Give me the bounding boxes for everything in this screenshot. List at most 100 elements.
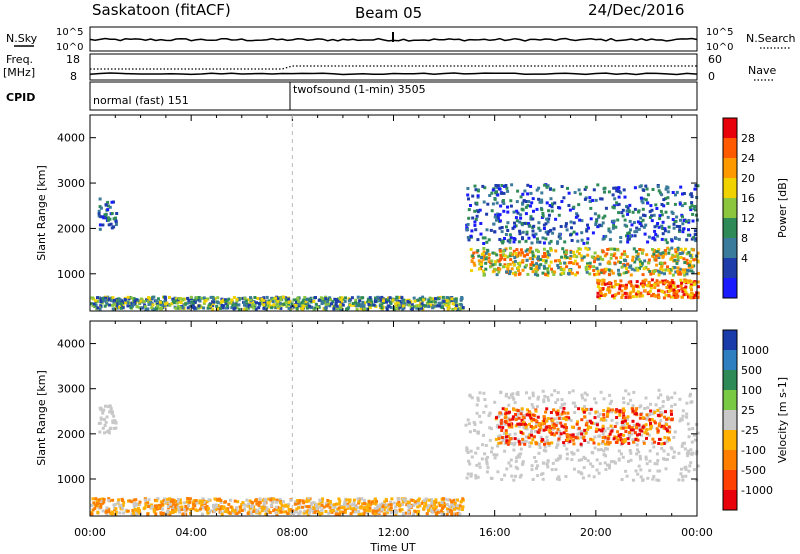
heatmap-cell — [541, 214, 545, 218]
heatmap-cell — [480, 256, 484, 259]
heatmap-cell — [666, 190, 670, 194]
heatmap-cell — [442, 501, 446, 505]
heatmap-cell — [673, 219, 677, 223]
heatmap-cell — [456, 511, 460, 515]
heatmap-cell — [631, 407, 635, 411]
heatmap-cell — [604, 454, 608, 458]
heatmap-cell — [499, 421, 503, 425]
heatmap-cell — [642, 280, 646, 284]
heatmap-cell — [601, 436, 605, 439]
heatmap-cell — [96, 504, 100, 508]
heatmap-cell — [93, 506, 97, 510]
heatmap-cell — [348, 303, 352, 307]
heatmap-cell — [693, 281, 697, 285]
heatmap-cell — [238, 505, 242, 509]
heatmap-cell — [536, 250, 540, 254]
heatmap-cell — [460, 303, 464, 307]
heatmap-cell — [346, 504, 350, 508]
heatmap-cell — [418, 504, 422, 508]
heatmap-cell — [552, 408, 556, 412]
heatmap-cell — [605, 414, 609, 418]
heatmap-cell — [343, 500, 347, 504]
heatmap-cell — [681, 289, 685, 293]
heatmap-cell — [602, 235, 606, 239]
heatmap-cell — [418, 297, 422, 301]
heatmap-cell — [665, 280, 669, 284]
heatmap-cell — [460, 508, 464, 511]
heatmap-cell — [589, 217, 593, 221]
heatmap-cell — [512, 225, 516, 229]
heatmap-cell — [652, 270, 656, 273]
heatmap-cell — [389, 305, 393, 309]
heatmap-cell — [98, 430, 102, 434]
heatmap-cell — [114, 512, 118, 516]
heatmap-cell — [443, 497, 447, 501]
heatmap-cell — [445, 296, 449, 300]
heatmap-cell — [367, 302, 371, 306]
heatmap-cell — [647, 433, 651, 437]
heatmap-cell — [629, 281, 633, 285]
heatmap-cell — [99, 505, 103, 509]
heatmap-cell — [631, 258, 635, 262]
y-tick-label: 1000 — [57, 268, 85, 281]
heatmap-cell — [257, 503, 261, 507]
heatmap-cell — [683, 202, 687, 206]
heatmap-cell — [666, 452, 670, 456]
heatmap-cell — [662, 198, 666, 202]
heatmap-cell — [133, 507, 137, 511]
heatmap-cell — [355, 505, 359, 509]
heatmap-cell — [617, 186, 621, 190]
heatmap-cell — [631, 255, 635, 259]
heatmap-cell — [376, 508, 380, 512]
heatmap-cell — [694, 254, 698, 258]
heatmap-cell — [289, 508, 293, 512]
heatmap-cell — [601, 439, 605, 443]
heatmap-cell — [511, 417, 515, 421]
heatmap-cell — [641, 416, 645, 420]
heatmap-cell — [612, 186, 616, 190]
heatmap-cell — [488, 194, 492, 197]
heatmap-cell — [514, 216, 518, 220]
heatmap-cell — [501, 199, 505, 202]
heatmap-cell — [200, 499, 204, 503]
heatmap-cell — [214, 507, 218, 511]
heatmap-cell — [511, 271, 515, 275]
heatmap-cell — [178, 510, 181, 514]
heatmap-cell — [417, 509, 421, 513]
heatmap-cell — [500, 184, 504, 187]
heatmap-cell — [633, 268, 637, 272]
heatmap-cell — [433, 503, 437, 507]
heatmap-cell — [656, 429, 660, 433]
heatmap-cell — [618, 413, 622, 417]
heatmap-cell — [176, 504, 180, 508]
heatmap-cell — [660, 447, 664, 450]
heatmap-cell — [511, 261, 515, 264]
heatmap-cell — [112, 225, 116, 229]
heatmap-cell — [612, 437, 616, 441]
heatmap-cell — [671, 266, 675, 270]
heatmap-cell — [427, 300, 431, 303]
heatmap-cell — [546, 184, 550, 188]
heatmap-cell — [263, 507, 267, 511]
heatmap-cell — [391, 298, 395, 302]
heatmap-cell — [668, 286, 672, 290]
heatmap-cell — [216, 307, 219, 311]
y-tick-label: 1000 — [57, 473, 85, 486]
heatmap-cell — [572, 250, 576, 254]
heatmap-cell — [158, 300, 162, 304]
heatmap-cell — [249, 506, 253, 510]
heatmap-cell — [250, 504, 253, 508]
heatmap-cell — [416, 512, 420, 516]
heatmap-cell — [398, 296, 402, 299]
heatmap-cell — [118, 298, 122, 302]
heatmap-cell — [620, 289, 624, 293]
heatmap-cell — [547, 424, 551, 428]
heatmap-cell — [360, 512, 364, 516]
heatmap-cell — [438, 504, 442, 508]
heatmap-cell — [663, 415, 667, 419]
heatmap-cell — [541, 477, 545, 481]
heatmap-cell — [601, 237, 605, 241]
heatmap-cell — [159, 303, 163, 306]
heatmap-cell — [659, 419, 663, 423]
